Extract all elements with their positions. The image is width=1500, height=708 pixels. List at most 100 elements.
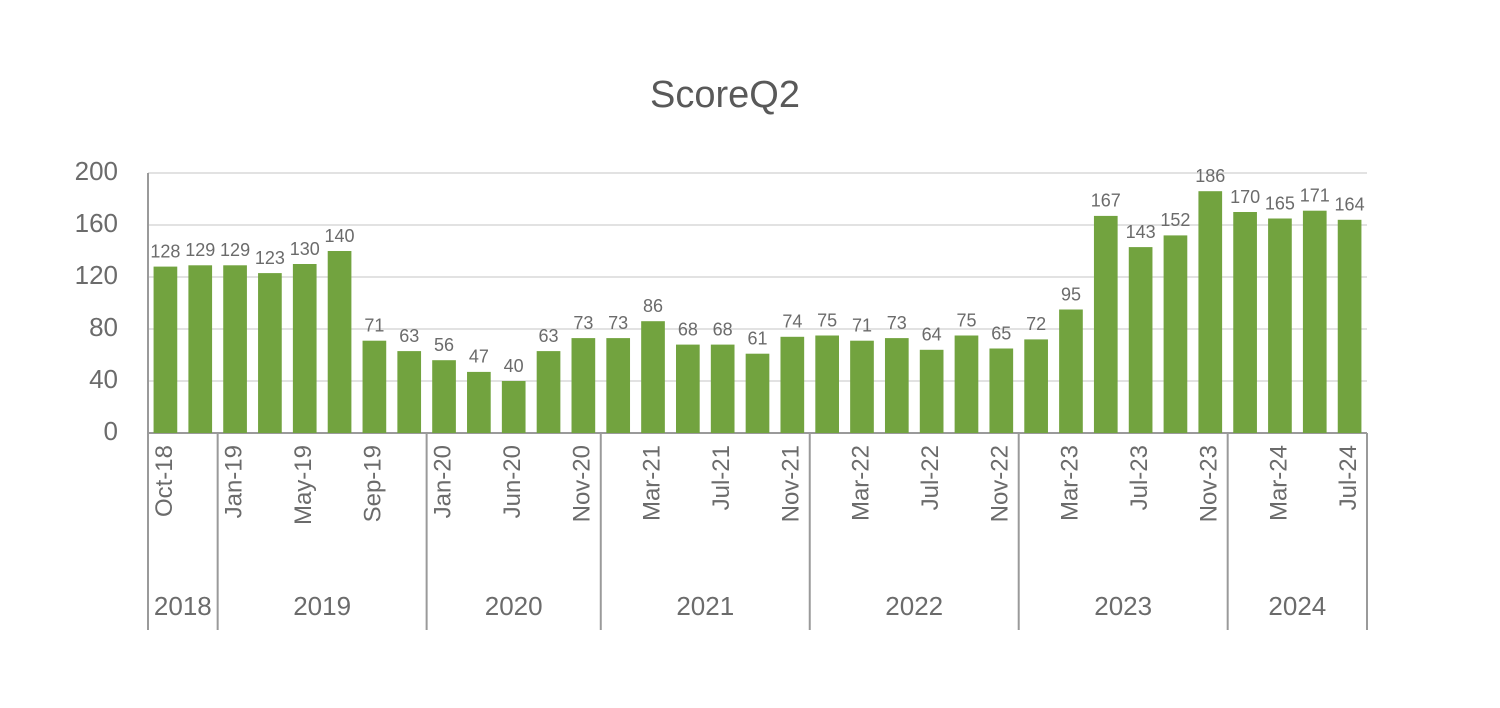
bar	[571, 338, 596, 433]
bar	[327, 251, 352, 433]
bar	[641, 321, 665, 433]
x-tick-label: Jul-22	[917, 445, 944, 510]
bar	[397, 351, 422, 433]
group-label: 2022	[885, 591, 943, 621]
bar	[1163, 235, 1188, 433]
value-label: 74	[782, 312, 802, 332]
group-label: 2024	[1268, 591, 1326, 621]
x-tick-label: Jul-21	[708, 445, 735, 510]
bar	[536, 351, 561, 433]
value-label: 75	[956, 310, 976, 330]
bar	[223, 265, 247, 433]
bar	[850, 340, 874, 433]
value-label: 63	[399, 326, 419, 346]
value-label: 72	[1026, 314, 1046, 334]
bar	[501, 381, 526, 433]
value-label: 165	[1265, 193, 1295, 213]
x-tick-label: Sep-19	[360, 445, 387, 522]
group-label: 2019	[293, 591, 351, 621]
value-label: 164	[1335, 195, 1365, 215]
value-label: 64	[922, 325, 942, 345]
x-tick-label: Jul-23	[1126, 445, 1153, 510]
bar	[606, 338, 631, 433]
bar	[780, 336, 805, 433]
value-label: 167	[1091, 191, 1121, 211]
bar	[362, 340, 387, 433]
bar	[1233, 212, 1257, 433]
x-tick-label: Nov-20	[569, 445, 596, 522]
value-label: 186	[1195, 166, 1225, 186]
y-tick-label: 120	[75, 260, 118, 290]
x-tick-label: Mar-23	[1056, 445, 1083, 521]
bar	[919, 349, 944, 433]
value-label: 123	[255, 248, 285, 268]
value-label: 40	[504, 356, 524, 376]
bar	[676, 344, 700, 433]
bar	[1128, 247, 1153, 433]
bar	[1302, 210, 1327, 433]
bar	[884, 338, 909, 433]
bar	[1337, 219, 1362, 433]
value-label: 73	[608, 313, 628, 333]
bar	[954, 335, 979, 433]
value-label: 170	[1230, 187, 1260, 207]
value-label: 65	[991, 323, 1011, 343]
x-tick-label: May-19	[290, 445, 317, 525]
value-label: 73	[887, 313, 907, 333]
value-label: 130	[290, 239, 320, 259]
value-label: 56	[434, 335, 454, 355]
bar	[467, 371, 491, 433]
y-tick-label: 0	[104, 416, 118, 446]
y-tick-label: 40	[89, 364, 118, 394]
bar	[432, 360, 456, 433]
group-label: 2020	[485, 591, 543, 621]
x-tick-label: Mar-21	[638, 445, 665, 521]
bar	[1198, 191, 1223, 433]
bar	[1024, 339, 1048, 433]
group-label: 2018	[154, 591, 212, 621]
value-label: 129	[220, 240, 250, 260]
x-tick-label: Mar-22	[847, 445, 874, 521]
value-label: 140	[325, 226, 355, 246]
value-label: 71	[852, 315, 872, 335]
x-tick-label: Oct-18	[151, 445, 178, 517]
x-tick-label: Jul-24	[1335, 445, 1362, 510]
bar	[989, 348, 1014, 433]
x-tick-label: Nov-22	[987, 445, 1014, 522]
value-label: 129	[185, 240, 215, 260]
x-tick-label: Jan-20	[429, 445, 456, 518]
bar	[1268, 218, 1292, 433]
value-label: 68	[713, 319, 733, 339]
value-label: 128	[150, 241, 180, 261]
y-tick-label: 80	[89, 312, 118, 342]
value-label: 86	[643, 296, 663, 316]
y-tick-label: 200	[75, 156, 118, 186]
bar	[1093, 215, 1118, 433]
group-label: 2023	[1094, 591, 1152, 621]
value-label: 71	[364, 315, 384, 335]
bar	[1059, 309, 1083, 433]
bar	[745, 353, 770, 433]
value-label: 47	[469, 347, 489, 367]
value-label: 73	[573, 313, 593, 333]
value-label: 143	[1126, 222, 1156, 242]
bar	[710, 344, 735, 433]
value-label: 75	[817, 310, 837, 330]
group-label: 2021	[676, 591, 734, 621]
x-tick-label: Nov-21	[778, 445, 805, 522]
bar	[292, 264, 317, 433]
bar	[188, 265, 213, 433]
x-tick-label: Jan-19	[220, 445, 247, 518]
value-label: 63	[539, 326, 559, 346]
x-tick-label: Mar-24	[1265, 445, 1292, 521]
x-tick-label: Nov-23	[1196, 445, 1223, 522]
value-label: 95	[1061, 284, 1081, 304]
bar	[815, 335, 839, 433]
value-label: 152	[1160, 210, 1190, 230]
value-label: 68	[678, 319, 698, 339]
y-tick-label: 160	[75, 208, 118, 238]
bar	[258, 273, 282, 433]
bar	[153, 266, 178, 433]
value-label: 61	[747, 328, 767, 348]
